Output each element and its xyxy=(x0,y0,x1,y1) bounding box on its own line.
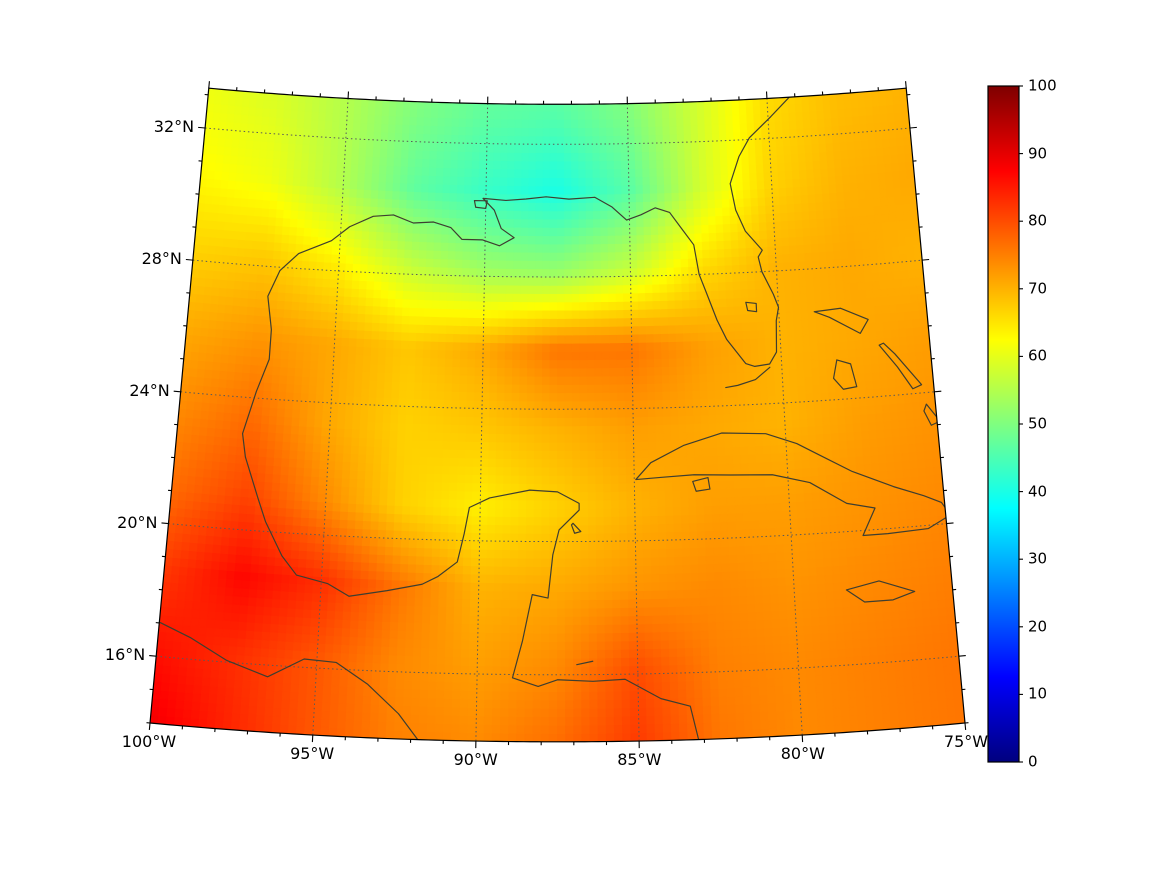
figure: 100°W 95°W 90°W 85°W 80°W 75°W 16°N 20°N 24°N 28°… xyxy=(0,0,1167,875)
map-heatmap-canvas xyxy=(0,0,1167,875)
